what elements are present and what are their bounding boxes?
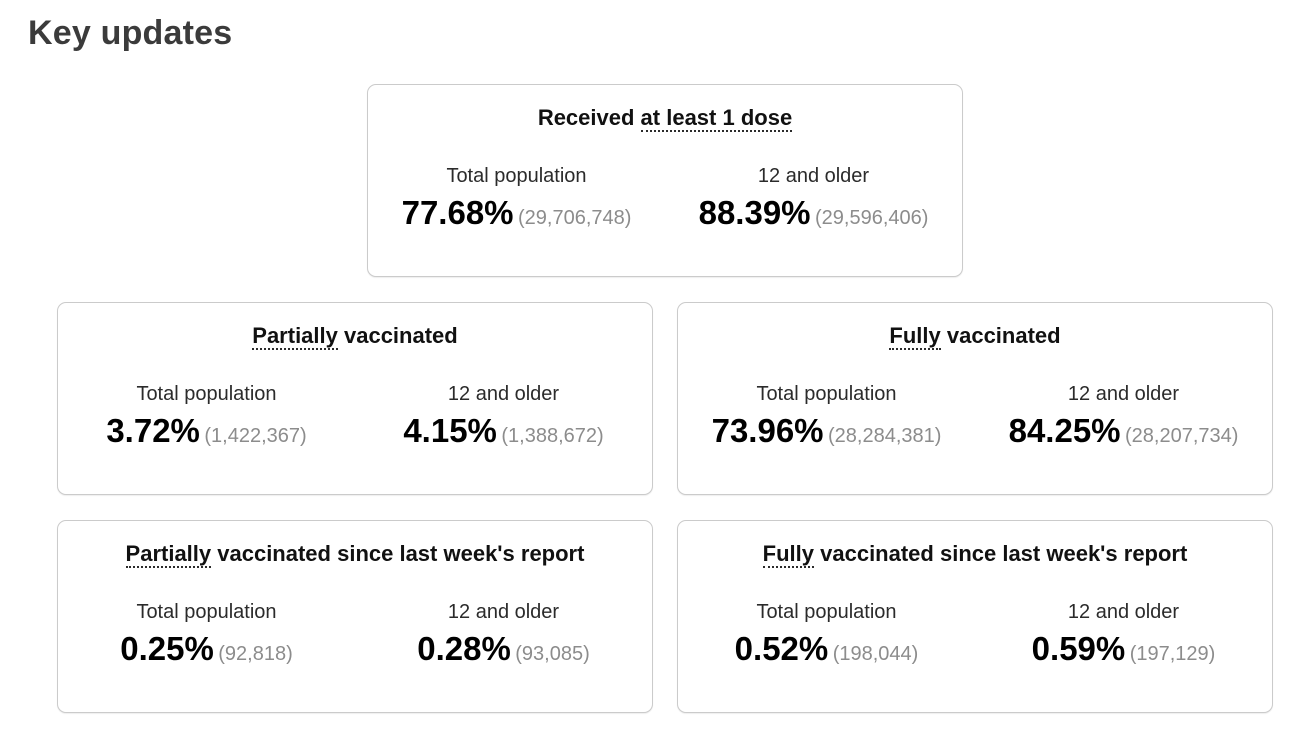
stat-label: 12 and older — [1067, 383, 1180, 405]
stat-count: (197,129) — [1129, 643, 1216, 665]
stat-percent: 84.25% — [1008, 412, 1121, 449]
stat-label: Total population — [756, 383, 897, 405]
stat-columns: Total population 77.68% (29,706,748) 12 … — [368, 164, 962, 232]
stat-value: 0.52% (198,044) — [678, 630, 975, 668]
card-title-suffix: vaccinated — [940, 322, 1061, 348]
stat-percent: 0.59% — [1031, 630, 1126, 667]
stat-12-and-older: 12 and older 84.25% (28,207,734) — [975, 382, 1272, 450]
key-updates-cards: Received at least 1 dose Total populatio… — [57, 83, 1273, 713]
stat-label: Total population — [756, 601, 897, 623]
stat-count: (93,085) — [515, 643, 590, 665]
stat-12-and-older: 12 and older 4.15% (1,388,672) — [355, 382, 652, 450]
stat-card-received-at-least-1-dose: Received at least 1 dose Total populatio… — [367, 83, 963, 277]
stat-count: (1,388,672) — [501, 425, 604, 447]
card-title-suffix: vaccinated since last week's report — [211, 540, 585, 566]
stat-value: 4.15% (1,388,672) — [355, 412, 652, 450]
stat-count: (28,207,734) — [1124, 425, 1239, 447]
stat-count: (29,596,406) — [814, 207, 929, 229]
stat-percent: 88.39% — [698, 194, 811, 231]
stat-total-population: Total population 0.25% (92,818) — [58, 600, 355, 668]
stat-count: (92,818) — [218, 643, 293, 665]
card-title-tooltip-term[interactable]: at least 1 dose — [640, 104, 793, 132]
stat-card-partially-vaccinated-since-last-week: Partially vaccinated since last week's r… — [57, 519, 653, 713]
stat-card-fully-vaccinated-since-last-week: Fully vaccinated since last week's repor… — [677, 519, 1273, 713]
stat-columns: Total population 0.25% (92,818) 12 and o… — [58, 600, 652, 668]
stat-12-and-older: 12 and older 0.59% (197,129) — [975, 600, 1272, 668]
stat-label: 12 and older — [447, 383, 560, 405]
stat-total-population: Total population 73.96% (28,284,381) — [678, 382, 975, 450]
stat-value: 0.59% (197,129) — [975, 630, 1272, 668]
stat-value: 84.25% (28,207,734) — [975, 412, 1272, 450]
card-title-tooltip-term[interactable]: Partially — [252, 322, 338, 350]
stat-percent: 77.68% — [401, 194, 514, 231]
card-title: Partially vaccinated since last week's r… — [58, 540, 652, 568]
stat-percent: 73.96% — [711, 412, 824, 449]
card-title-tooltip-term[interactable]: Partially — [125, 540, 212, 568]
stat-percent: 3.72% — [106, 412, 200, 449]
stat-value: 3.72% (1,422,367) — [58, 412, 355, 450]
stat-card-partially-vaccinated: Partially vaccinated Total population 3.… — [57, 301, 653, 495]
stat-value: 88.39% (29,596,406) — [665, 194, 962, 232]
card-title-tooltip-term[interactable]: Fully — [889, 322, 941, 350]
card-title-tooltip-term[interactable]: Fully — [762, 540, 815, 568]
stat-count: (28,284,381) — [827, 425, 942, 447]
stat-percent: 0.28% — [417, 630, 511, 667]
stat-total-population: Total population 0.52% (198,044) — [678, 600, 975, 668]
stat-percent: 0.25% — [120, 630, 214, 667]
stat-count: (198,044) — [832, 643, 919, 665]
card-title-prefix: Received — [537, 104, 641, 130]
card-title-suffix: vaccinated — [337, 322, 458, 348]
stat-percent: 4.15% — [403, 412, 497, 449]
stat-columns: Total population 3.72% (1,422,367) 12 an… — [58, 382, 652, 450]
stat-12-and-older: 12 and older 0.28% (93,085) — [355, 600, 652, 668]
stat-label: 12 and older — [1067, 601, 1180, 623]
stat-columns: Total population 0.52% (198,044) 12 and … — [678, 600, 1272, 668]
card-title: Received at least 1 dose — [368, 104, 962, 132]
stat-total-population: Total population 77.68% (29,706,748) — [368, 164, 665, 232]
row-middle: Partially vaccinated Total population 3.… — [57, 301, 1273, 495]
stat-12-and-older: 12 and older 88.39% (29,596,406) — [665, 164, 962, 232]
stat-value: 0.25% (92,818) — [58, 630, 355, 668]
stat-label: 12 and older — [757, 165, 870, 187]
stat-count: (29,706,748) — [517, 207, 632, 229]
page-title: Key updates — [28, 14, 233, 52]
stat-total-population: Total population 3.72% (1,422,367) — [58, 382, 355, 450]
stat-percent: 0.52% — [734, 630, 829, 667]
card-title: Fully vaccinated — [678, 322, 1272, 350]
stat-label: Total population — [136, 601, 277, 623]
stat-label: Total population — [136, 383, 277, 405]
stat-count: (1,422,367) — [204, 425, 307, 447]
card-title-suffix: vaccinated since last week's report — [814, 540, 1188, 566]
stat-card-fully-vaccinated: Fully vaccinated Total population 73.96%… — [677, 301, 1273, 495]
stat-value: 0.28% (93,085) — [355, 630, 652, 668]
stat-columns: Total population 73.96% (28,284,381) 12 … — [678, 382, 1272, 450]
row-top: Received at least 1 dose Total populatio… — [57, 83, 1273, 277]
row-bottom: Partially vaccinated since last week's r… — [57, 519, 1273, 713]
stat-label: Total population — [446, 165, 587, 187]
card-title: Partially vaccinated — [58, 322, 652, 350]
stat-value: 73.96% (28,284,381) — [678, 412, 975, 450]
stat-label: 12 and older — [447, 601, 560, 623]
stat-value: 77.68% (29,706,748) — [368, 194, 665, 232]
card-title: Fully vaccinated since last week's repor… — [678, 540, 1272, 568]
